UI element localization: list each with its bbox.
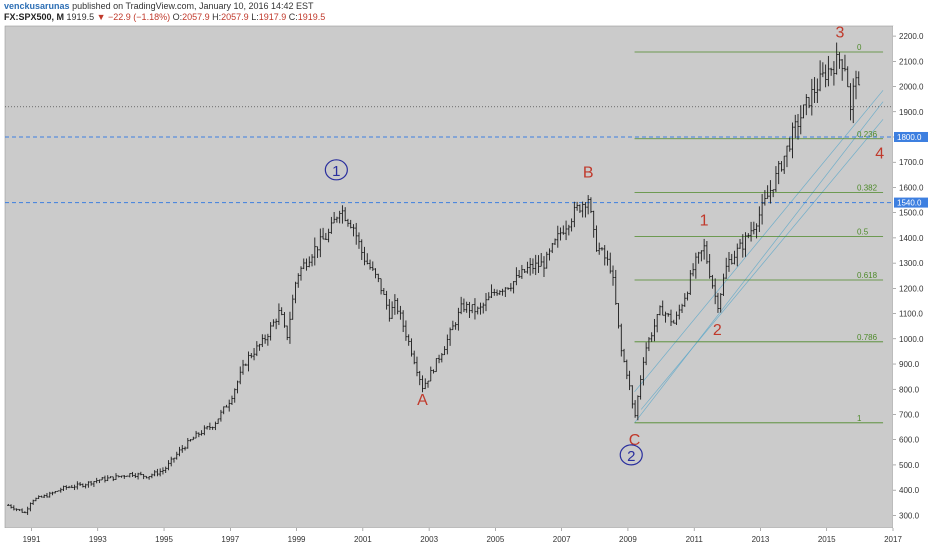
circled-wave-ring	[324, 159, 348, 181]
y-tick-label: 2200.0	[899, 32, 924, 41]
y-tick-label: 1500.0	[899, 209, 924, 218]
x-tick-label: 2009	[619, 535, 637, 544]
time-axis	[0, 528, 932, 550]
circled-wave-ring	[619, 444, 643, 466]
circled-wave-label: 2	[627, 448, 635, 465]
y-tick-label: 1400.0	[899, 234, 924, 243]
wave-label: A	[417, 392, 428, 409]
close-label: C:	[288, 12, 298, 22]
x-tick-label: 1999	[288, 535, 306, 544]
price-tag	[894, 131, 928, 142]
last-price: 1919.5	[66, 12, 95, 22]
change-value: −22.9 (−1.18%)	[108, 12, 171, 22]
price-tag	[894, 197, 928, 208]
y-tick-label: 300.0	[899, 511, 920, 520]
y-tick-label: 1300.0	[899, 259, 924, 268]
chart-header: venckusarunas published on TradingView.c…	[0, 0, 932, 24]
fib-level-label: 0.786	[857, 333, 878, 342]
fib-level-label: 0.236	[857, 130, 878, 139]
fib-retracement: 0 0.236 0.382 0.5 0.618 0.786 1	[634, 43, 884, 424]
y-tick-label: 800.0	[899, 385, 920, 394]
published-text: published on TradingView.com, January 10…	[72, 1, 314, 11]
x-tick-label: 1995	[155, 535, 173, 544]
x-tick-label: 1991	[23, 535, 41, 544]
symbol-label: FX:SPX500, M	[4, 12, 65, 22]
y-tick-label: 1900.0	[899, 108, 924, 117]
author-link[interactable]: venckusarunas	[4, 1, 70, 11]
open-label: O:	[172, 12, 183, 22]
x-tick-label: 2003	[420, 535, 438, 544]
wave-labels: A B C 1 2 3 4 1 2	[324, 24, 884, 466]
low-label: L:	[251, 12, 259, 22]
ohlc-bars	[7, 42, 861, 515]
fib-level-label: 1	[857, 414, 862, 423]
wave-label: 2	[713, 322, 722, 339]
x-tick-label: 2017	[884, 535, 902, 544]
x-tick-label: 2011	[686, 535, 704, 544]
ohlc-line: FX:SPX500, M 1919.5 ▼ −22.9 (−1.18%) O:2…	[4, 12, 325, 23]
y-tick-label: 1700.0	[899, 158, 924, 167]
fib-level-label: 0.618	[857, 271, 878, 280]
wave-label: C	[629, 432, 641, 449]
y-tick-label: 700.0	[899, 410, 920, 419]
y-tick-label: 900.0	[899, 360, 920, 369]
y-tick-label: 600.0	[899, 436, 920, 445]
wave-label: 1	[700, 212, 709, 229]
wave-label: B	[583, 164, 594, 181]
x-tick-label: 2005	[486, 535, 504, 544]
wave-label: 3	[836, 24, 845, 41]
publish-line: venckusarunas published on TradingView.c…	[4, 1, 314, 12]
price-tag-label: 1540.0	[897, 199, 922, 208]
y-tick-label: 400.0	[899, 486, 920, 495]
y-tick-label: 1000.0	[899, 335, 924, 344]
y-axis-labels: 300.0 400.0 500.0 600.0 700.0 800.0 900.0 1000.…	[893, 32, 924, 520]
y-tick-label: 1600.0	[899, 183, 924, 192]
close-value: 1919.5	[297, 12, 326, 22]
high-value: 2057.9	[221, 12, 249, 22]
y-tick-label: 1100.0	[899, 310, 923, 319]
y-tick-label: 2000.0	[899, 83, 924, 92]
y-tick-label: 2100.0	[899, 57, 924, 66]
fib-level-label: 0.382	[857, 183, 878, 192]
x-tick-label: 2015	[818, 535, 836, 544]
low-value: 1917.9	[258, 12, 287, 22]
fib-level-label: 0.5	[857, 228, 869, 237]
x-tick-label: 2001	[354, 535, 372, 544]
horizontal-levels: 1800.0 1540.0	[5, 131, 928, 208]
down-arrow-icon: ▼	[96, 12, 106, 22]
x-axis-labels: 1991 1993 1995 1997 1999 2001 2003 2005 2007 2009…	[23, 528, 902, 544]
wave-label: 4	[875, 145, 884, 162]
x-tick-label: 2013	[752, 535, 770, 544]
x-tick-label: 2007	[553, 535, 571, 544]
open-value: 2057.9	[182, 12, 210, 22]
price-tag-label: 1800.0	[897, 133, 922, 142]
price-axis	[893, 26, 932, 528]
high-label: H:	[212, 12, 222, 22]
x-tick-label: 1997	[221, 535, 239, 544]
channel-line	[640, 119, 884, 410]
circled-wave-label: 1	[332, 163, 340, 180]
y-tick-label: 500.0	[899, 461, 920, 470]
fib-level-label: 0	[857, 43, 862, 52]
x-tick-label: 1993	[89, 535, 107, 544]
plot-background	[4, 25, 894, 529]
channel-line	[634, 101, 884, 424]
y-tick-label: 1200.0	[899, 284, 924, 293]
